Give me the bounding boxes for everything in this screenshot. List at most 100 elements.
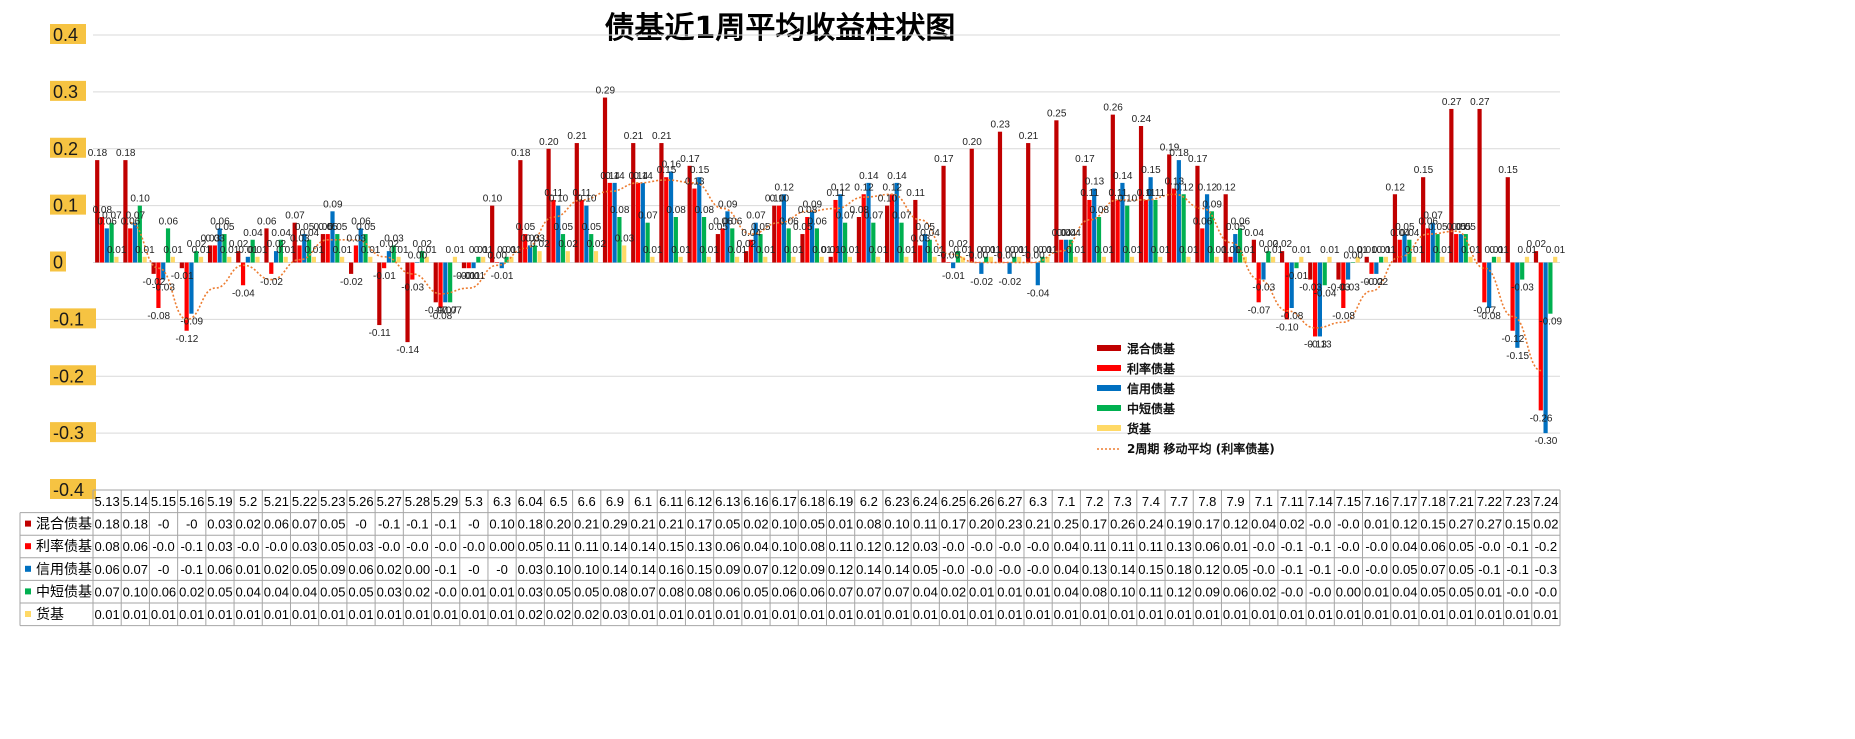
table-cell: 0.05 <box>207 584 232 599</box>
table-cell: 0.08 <box>856 517 881 532</box>
bar <box>523 234 528 263</box>
x-tick-label: 6.3 <box>1029 494 1047 509</box>
data-label: -0.02 <box>340 277 363 288</box>
data-label: 0.12 <box>1386 182 1406 193</box>
table-cell: 0.01 <box>1110 607 1135 622</box>
y-tick-bg <box>50 422 96 443</box>
data-label: 0.05 <box>318 222 338 233</box>
bar <box>1364 256 1369 263</box>
table-cell: 0.05 <box>320 539 345 554</box>
y-tick-label: 0.3 <box>53 82 78 102</box>
table-cell: 0.13 <box>1082 562 1107 577</box>
legend-label: 混合债基 <box>1127 341 1176 356</box>
data-label: 0.02 <box>949 239 969 250</box>
table-cell: 0.21 <box>630 517 655 532</box>
bar <box>899 222 904 263</box>
bar <box>1007 262 1012 274</box>
y-tick-bg <box>50 365 96 386</box>
table-cell: -0.0 <box>1337 517 1359 532</box>
bar <box>951 262 956 269</box>
bar <box>1035 262 1040 286</box>
bar <box>969 148 974 263</box>
table-cell: 0.02 <box>574 607 599 622</box>
bar <box>452 256 458 263</box>
bar <box>95 160 100 263</box>
table-cell: 0.01 <box>1336 607 1361 622</box>
data-label: 0.08 <box>1090 205 1110 216</box>
x-tick-label: 6.1 <box>634 494 652 509</box>
table-cell: 0.10 <box>772 539 797 554</box>
data-label: -0.14 <box>396 345 419 356</box>
data-label: 0.15 <box>1498 165 1518 176</box>
bar <box>1143 199 1148 263</box>
data-label: 0.07 <box>864 211 884 222</box>
bar <box>245 256 250 263</box>
table-cell: 0.01 <box>969 584 994 599</box>
table-cell: 0.01 <box>236 607 261 622</box>
bar <box>932 256 937 263</box>
trendline-path <box>130 179 1542 372</box>
legend-label: 中短债基 <box>1127 401 1176 416</box>
table-cell: 0.05 <box>1392 562 1417 577</box>
table-cell: 0.07 <box>630 584 655 599</box>
table-cell: 0.04 <box>264 584 289 599</box>
data-label: 0.04 <box>1390 228 1410 239</box>
bar <box>678 256 683 263</box>
table-cell: 0.03 <box>292 539 317 554</box>
bar <box>222 234 227 263</box>
data-label: -0.02 <box>970 277 993 288</box>
data-label: 0.01 <box>361 245 381 256</box>
bar <box>320 234 325 263</box>
bar <box>894 182 899 263</box>
table-cell: 0.11 <box>1111 539 1135 554</box>
bar <box>1284 262 1289 320</box>
x-tick-label: 6.23 <box>884 494 909 509</box>
bar <box>1040 256 1045 263</box>
bar <box>255 256 260 263</box>
table-cell: -0.2 <box>1535 539 1557 554</box>
data-label: 0.18 <box>511 148 531 159</box>
legend-label: 利率债基 <box>1127 361 1176 376</box>
table-cell: 0.05 <box>518 539 543 554</box>
bar <box>650 256 655 263</box>
data-label: 0.10 <box>549 194 569 205</box>
bar <box>419 251 425 263</box>
data-label: -0.01 <box>1285 271 1308 282</box>
table-cell: 0.06 <box>772 584 797 599</box>
bar <box>156 262 161 308</box>
x-tick-label: 5.23 <box>320 494 345 509</box>
data-label: 0.03 <box>521 233 541 244</box>
table-cell: 0.06 <box>1195 539 1220 554</box>
x-tick-label: 7.9 <box>1227 494 1245 509</box>
table-cell: 0.11 <box>913 517 937 532</box>
bar <box>325 234 330 263</box>
data-label: 0.17 <box>934 154 954 165</box>
data-label: 0.06 <box>807 216 827 227</box>
table-cell: 0.01 <box>1364 584 1389 599</box>
data-label: 0.05 <box>313 222 333 233</box>
table-cell: -0.1 <box>378 517 400 532</box>
table-cell: 0.01 <box>123 607 148 622</box>
data-label: 0.01 <box>869 245 889 256</box>
bar <box>1463 234 1468 263</box>
table-cell: 0.04 <box>1251 517 1276 532</box>
bar <box>904 256 909 263</box>
bar <box>701 217 707 263</box>
bar <box>645 222 650 263</box>
data-label: 0.15 <box>690 165 710 176</box>
data-label: 0.01 <box>238 245 258 256</box>
data-label: 0.01 <box>1292 245 1312 256</box>
bar <box>283 256 288 263</box>
data-label: 0.01 <box>1179 245 1199 256</box>
table-cell: 0.03 <box>602 607 627 622</box>
table-cell: -0.1 <box>1478 562 1500 577</box>
table-cell: 0.07 <box>828 584 853 599</box>
data-label: 0.09 <box>1202 199 1222 210</box>
table-cell: 0.27 <box>1449 517 1474 532</box>
table-cell: 0.09 <box>715 562 740 577</box>
data-label: 0.04 <box>300 228 320 239</box>
data-label: 0.07 <box>102 211 122 222</box>
data-label: -0.03 <box>1511 283 1534 294</box>
table-cell: 0.04 <box>292 584 317 599</box>
bar <box>1538 262 1543 411</box>
